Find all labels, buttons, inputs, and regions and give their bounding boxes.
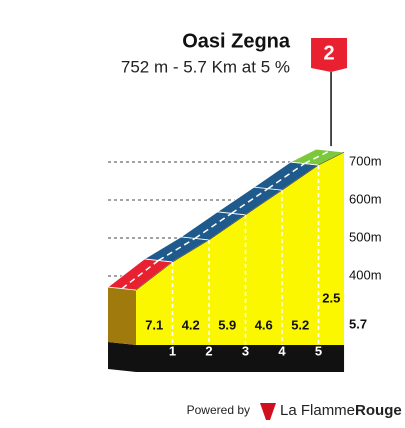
grade-label: 5.2 <box>291 317 309 332</box>
side-face <box>108 287 136 345</box>
band-dash <box>194 212 232 240</box>
x-tick-label: 5.7 <box>349 316 367 331</box>
brand-a: La Flamme <box>280 402 355 419</box>
y-tick-label: 400m <box>349 267 382 282</box>
grade-label: 7.1 <box>145 317 163 332</box>
x-tick-label: 1 <box>169 343 176 358</box>
x-tick-label: 4 <box>278 343 286 358</box>
flag <box>311 38 348 72</box>
band-dash <box>158 237 196 262</box>
base-band <box>136 345 345 372</box>
y-tick-label: 700m <box>349 153 382 168</box>
front-face <box>136 152 345 345</box>
grade-label: 4.2 <box>182 317 200 332</box>
base-side <box>108 342 136 372</box>
band-dash <box>304 149 331 165</box>
plot: 400m 500m 600m 700m 2 1 2 3 4 5 5.7 7.1 4.2 5.9 4.6 5.2… <box>106 38 382 372</box>
chart-subtitle: 752 m - 5.7 Km at 5 % <box>121 57 290 76</box>
y-tick-label: 600m <box>349 191 382 206</box>
band-dash <box>121 259 159 290</box>
y-tick-label: 500m <box>349 229 382 244</box>
x-tick-label: 3 <box>242 343 249 358</box>
grade-label: 2.5 <box>322 290 340 305</box>
band-dash <box>231 187 269 214</box>
flag-label: 2 <box>323 42 334 64</box>
grade-label: 4.6 <box>255 317 273 332</box>
x-tick-label: 5 <box>315 343 322 358</box>
grade-label: 5.9 <box>218 317 236 332</box>
brand-b: Rouge <box>355 402 402 419</box>
powered-by: Powered by <box>187 403 250 417</box>
x-tick-label: 2 <box>205 343 212 358</box>
chart-title: Oasi Zegna <box>182 30 291 52</box>
brand-text: La FlammeRouge <box>280 402 402 419</box>
band-dash <box>267 162 305 190</box>
brand-logo <box>260 403 276 420</box>
